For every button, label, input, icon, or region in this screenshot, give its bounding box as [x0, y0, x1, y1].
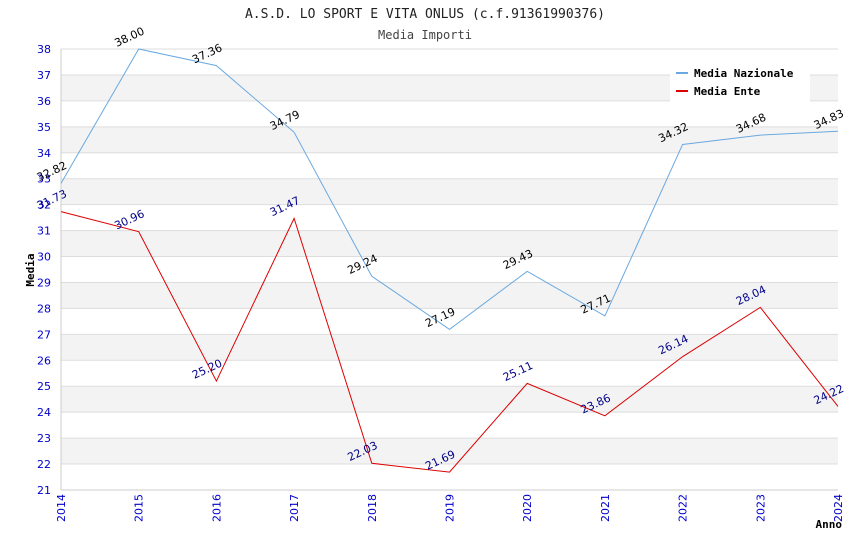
- legend-box: [670, 60, 810, 102]
- y-tick-label: 22: [37, 458, 51, 471]
- x-tick-label: 2020: [521, 494, 534, 522]
- data-label: 30.96: [112, 207, 146, 232]
- y-tick-label: 28: [37, 302, 51, 315]
- y-tick-label: 34: [37, 147, 51, 160]
- y-tick-label: 36: [37, 95, 51, 108]
- legend-entry: Media Ente: [694, 85, 761, 98]
- y-tick-label: 27: [37, 328, 51, 341]
- y-tick-label: 38: [37, 43, 51, 56]
- x-tick-label: 2019: [444, 494, 457, 522]
- x-tick-label: 2015: [133, 494, 146, 522]
- data-label: 31.73: [35, 187, 69, 212]
- grid-band: [61, 386, 838, 413]
- data-label: 37.36: [190, 41, 224, 66]
- y-tick-label: 21: [37, 484, 51, 497]
- chart-title: A.S.D. LO SPORT E VITA ONLUS (c.f.913619…: [245, 7, 605, 22]
- legend-entry: Media Nazionale: [694, 67, 794, 80]
- grid-band: [61, 178, 838, 205]
- y-tick-label: 23: [37, 432, 51, 445]
- x-tick-label: 2022: [677, 494, 690, 522]
- grid-band: [61, 438, 838, 465]
- y-tick-label: 24: [37, 406, 51, 419]
- x-tick-label: 2014: [55, 494, 68, 522]
- x-tick-label: 2016: [210, 494, 223, 522]
- x-tick-label: 2021: [599, 494, 612, 522]
- data-label: 38.00: [112, 25, 146, 50]
- legend: Media Nazionale Media Ente: [670, 60, 810, 102]
- y-tick-label: 37: [37, 69, 51, 82]
- grid-band: [61, 282, 838, 309]
- x-tick-label: 2023: [754, 494, 767, 522]
- chart-subtitle: Media Importi: [378, 28, 472, 42]
- x-tick-label: 2024: [832, 494, 845, 522]
- data-label: 25.11: [501, 359, 535, 384]
- x-tick-label: 2017: [288, 494, 301, 522]
- x-axis-label: Anno: [816, 518, 843, 531]
- grid-band: [61, 230, 838, 257]
- y-tick-label: 32: [37, 199, 51, 212]
- y-tick-label: 29: [37, 276, 51, 289]
- y-axis-label: Media: [24, 253, 37, 286]
- x-tick-label: 2018: [366, 494, 379, 522]
- y-tick-label: 31: [37, 225, 51, 238]
- y-tick-label: 35: [37, 121, 51, 134]
- y-tick-label: 26: [37, 354, 51, 367]
- grid-band: [61, 334, 838, 361]
- series-line-media-nazionale: [60, 48, 839, 331]
- grid-band: [61, 126, 838, 153]
- y-tick-label: 30: [37, 251, 51, 264]
- y-tick-label: 25: [37, 380, 51, 393]
- y-tick-label: 33: [37, 173, 51, 186]
- series-line-media-ente: [60, 211, 839, 473]
